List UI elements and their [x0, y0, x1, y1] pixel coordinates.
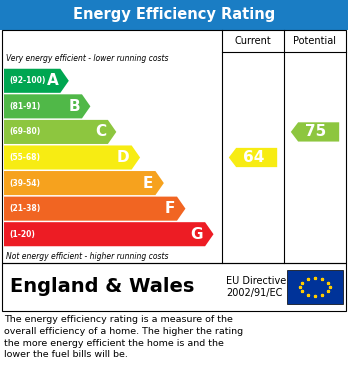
Text: Not energy efficient - higher running costs: Not energy efficient - higher running co… [6, 252, 168, 261]
Text: The energy efficiency rating is a measure of the
overall efficiency of a home. T: The energy efficiency rating is a measur… [4, 315, 243, 359]
Polygon shape [4, 197, 185, 221]
Text: (92-100): (92-100) [9, 76, 45, 85]
Text: G: G [191, 227, 203, 242]
Text: (81-91): (81-91) [9, 102, 40, 111]
Text: (55-68): (55-68) [9, 153, 40, 162]
Text: Potential: Potential [293, 36, 337, 46]
Bar [2, 263, 346, 311]
Polygon shape [229, 148, 277, 167]
Text: (21-38): (21-38) [9, 204, 40, 213]
Text: EU Directive
2002/91/EC: EU Directive 2002/91/EC [226, 276, 286, 298]
Polygon shape [4, 94, 90, 118]
Polygon shape [291, 122, 339, 142]
Text: B: B [68, 99, 80, 114]
Text: (1-20): (1-20) [9, 230, 35, 239]
Text: E: E [143, 176, 153, 190]
Text: Very energy efficient - lower running costs: Very energy efficient - lower running co… [6, 54, 168, 63]
Text: (39-54): (39-54) [9, 179, 40, 188]
Text: D: D [117, 150, 130, 165]
Bar [0, 0, 348, 30]
Polygon shape [4, 171, 164, 195]
Text: C: C [95, 124, 106, 140]
Bar [287, 270, 343, 304]
Text: Energy Efficiency Rating: Energy Efficiency Rating [73, 7, 275, 23]
Text: England & Wales: England & Wales [10, 278, 195, 296]
Text: (69-80): (69-80) [9, 127, 40, 136]
Bar [2, 30, 346, 263]
Text: A: A [47, 73, 58, 88]
Polygon shape [4, 222, 214, 246]
Polygon shape [4, 145, 140, 170]
Polygon shape [4, 69, 69, 93]
Text: Current: Current [235, 36, 271, 46]
Text: 75: 75 [305, 124, 326, 140]
Text: F: F [165, 201, 175, 216]
Polygon shape [4, 120, 116, 144]
Text: 64: 64 [243, 150, 264, 165]
